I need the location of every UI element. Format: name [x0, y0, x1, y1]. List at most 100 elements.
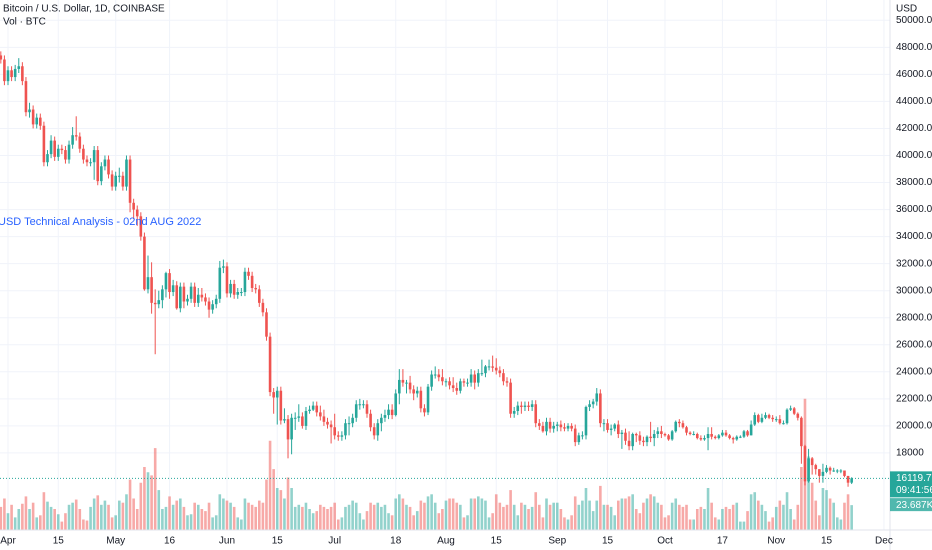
volume-bar: [390, 515, 394, 530]
volume-bar: [139, 482, 143, 530]
candle-body: [272, 392, 275, 398]
candle-body: [818, 469, 821, 476]
candle-body: [441, 377, 444, 382]
volume-bar: [222, 498, 225, 530]
candle-body: [10, 70, 13, 78]
candle-body: [512, 411, 516, 414]
candle-body: [731, 438, 735, 440]
candle-body: [846, 475, 850, 483]
volume-bar: [82, 519, 85, 530]
volume-bar: [3, 498, 6, 530]
candle-body: [46, 154, 49, 163]
volume-bar: [433, 502, 437, 530]
candle-body: [670, 431, 674, 440]
volume-bar: [609, 506, 613, 530]
candle-body: [100, 166, 103, 182]
volume-bar: [785, 492, 789, 530]
candle-body: [85, 159, 89, 163]
candle-body: [207, 301, 211, 310]
candle-body: [620, 432, 624, 435]
volume-bar: [516, 515, 520, 530]
volume-bar: [448, 498, 451, 530]
candle-body: [186, 298, 189, 302]
volume-bar: [207, 502, 211, 530]
candle-body: [498, 370, 502, 374]
volume-bar: [283, 498, 286, 530]
volume-bar: [336, 519, 340, 530]
candle-body: [757, 415, 760, 422]
candle-body: [143, 236, 146, 290]
candle-body: [329, 424, 333, 428]
candle-body: [365, 404, 369, 414]
candle-body: [128, 159, 132, 203]
x-tick-label: 15: [272, 536, 284, 547]
volume-bar: [153, 448, 157, 530]
volume-bar: [85, 520, 89, 530]
candle-body: [828, 467, 832, 471]
candle-body: [153, 302, 157, 305]
x-tick-label: 15: [491, 536, 503, 547]
candle-body: [146, 277, 150, 290]
candle-body: [405, 382, 408, 384]
volume-bar: [563, 517, 566, 530]
volume-bar: [423, 502, 426, 530]
plot: [0, 51, 890, 530]
volume-bar: [459, 504, 462, 530]
volume-bar: [706, 488, 710, 530]
volume-bar: [584, 488, 588, 530]
volume-bar: [800, 467, 803, 530]
y-tick-label: 18000: [896, 448, 924, 459]
candle-body: [645, 436, 649, 443]
volume-bar: [480, 498, 484, 530]
candle-body: [60, 148, 64, 151]
candle-body: [412, 389, 415, 394]
volume-bar: [376, 502, 380, 530]
candle-body: [150, 277, 153, 303]
volume-bar: [161, 509, 164, 530]
volume-bar: [46, 501, 49, 530]
volume-bar: [818, 515, 821, 530]
y-tick-label: 36000.00: [896, 204, 932, 215]
candle-body: [168, 273, 171, 293]
candle-body: [293, 417, 297, 419]
candle-body: [451, 385, 455, 389]
candle-body: [800, 417, 803, 447]
candle-body: [746, 431, 749, 436]
volume-bar: [301, 506, 304, 530]
volume-bar: [573, 496, 577, 530]
volume-bar: [441, 509, 444, 530]
volume-bar: [100, 504, 103, 530]
volume-bar: [548, 504, 552, 530]
candle-body: [74, 135, 78, 137]
candle-body: [774, 419, 778, 421]
volume-bar: [71, 502, 74, 530]
volume-bar: [843, 502, 846, 530]
y-tick-label: 50000.00: [896, 15, 932, 26]
candle-body: [462, 381, 466, 383]
volume-bar: [365, 511, 369, 530]
candle-body: [821, 471, 825, 476]
x-tick-label: 15: [602, 536, 614, 547]
volume-bar: [699, 506, 703, 530]
volume-bar: [685, 504, 688, 530]
volume-bar: [839, 519, 843, 530]
volume-bar: [311, 513, 315, 530]
volume-bar: [821, 488, 825, 530]
candle-body: [832, 470, 835, 472]
candle-body: [0, 55, 3, 60]
candle-body: [17, 66, 21, 69]
volume-bar: [807, 456, 810, 530]
volume-bar: [261, 502, 265, 530]
candle-body: [304, 411, 308, 426]
candle-body: [333, 427, 336, 436]
candle-body: [179, 286, 182, 309]
candle-body: [408, 382, 412, 390]
candle-body: [523, 405, 527, 407]
candle-body: [516, 405, 520, 412]
candle-body: [638, 435, 642, 441]
volume-bar: [333, 502, 336, 530]
y-tick-label: 20000.00: [896, 421, 932, 432]
volume-bar: [555, 502, 559, 530]
candle-body: [667, 435, 670, 440]
